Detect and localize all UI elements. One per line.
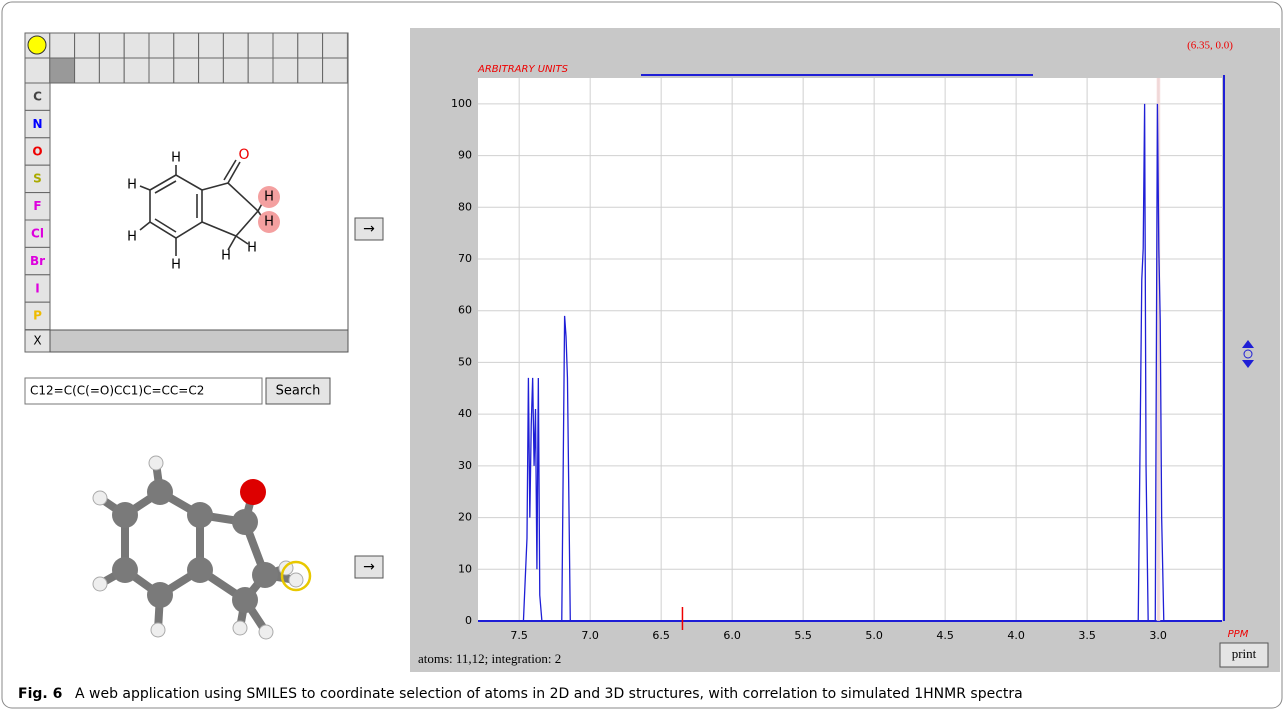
tool-button[interactable] <box>298 33 323 58</box>
atom-button-label[interactable]: O <box>32 144 42 158</box>
atom-label: H <box>264 215 274 230</box>
tool-button[interactable] <box>75 58 100 83</box>
button-label[interactable]: → <box>363 221 375 237</box>
tool-button[interactable] <box>124 58 149 83</box>
tool-button[interactable] <box>99 58 124 83</box>
oxygen-atom <box>240 479 266 505</box>
tool-button[interactable] <box>25 58 50 83</box>
tool-button[interactable] <box>323 58 348 83</box>
atom-button-label[interactable]: P <box>33 309 42 323</box>
hydrogen-atom <box>259 625 273 639</box>
x-tick-label: 5.5 <box>794 629 812 642</box>
tool-button[interactable] <box>99 33 124 58</box>
plot-area <box>478 78 1222 621</box>
carbon-atom <box>112 557 138 583</box>
tool-button[interactable] <box>273 33 298 58</box>
editor-footer <box>50 330 348 352</box>
atom-label: H <box>127 178 137 193</box>
tool-button[interactable] <box>199 58 224 83</box>
y-tick-label: 10 <box>458 562 472 575</box>
atom-button-label[interactable]: S <box>33 172 42 186</box>
carbon-atom <box>232 587 258 613</box>
screen: CNOSFClBrIPX O H H H H H H H H → → C12=C… <box>0 0 1284 714</box>
atom-label: H <box>221 249 231 264</box>
carbon-atom <box>187 502 213 528</box>
button-label[interactable]: print <box>1232 646 1257 661</box>
x-tick-label: 3.5 <box>1078 629 1096 642</box>
tool-button[interactable] <box>223 58 248 83</box>
y-tick-label: 70 <box>458 252 472 265</box>
atom-button-label[interactable]: F <box>33 199 41 213</box>
x-tick-label: 5.0 <box>865 629 883 642</box>
atom-button-label[interactable]: X <box>33 334 41 348</box>
tool-icon <box>28 36 46 54</box>
atom-button-label[interactable]: C <box>33 90 42 104</box>
tool-button[interactable] <box>149 58 174 83</box>
y-tick-label: 30 <box>458 459 472 472</box>
caption-label: Fig. 6 <box>18 686 62 702</box>
atom-button-label[interactable]: Cl <box>31 227 44 241</box>
tool-button[interactable] <box>50 33 75 58</box>
tool-button[interactable] <box>75 33 100 58</box>
hydrogen-atom <box>289 573 303 587</box>
tool-button[interactable] <box>298 58 323 83</box>
tool-button[interactable] <box>248 58 273 83</box>
y-tick-label: 20 <box>458 511 472 524</box>
y-tick-label: 0 <box>465 614 472 627</box>
carbon-atom <box>252 562 278 588</box>
tool-button[interactable] <box>124 33 149 58</box>
carbon-atom <box>147 479 173 505</box>
y-tick-label: 40 <box>458 407 472 420</box>
y-axis-label: ARBITRARY UNITS <box>477 64 569 75</box>
atom-label: H <box>171 151 181 166</box>
x-tick-label: 7.0 <box>581 629 599 642</box>
y-tick-label: 50 <box>458 355 472 368</box>
atom-button-label[interactable]: I <box>35 281 39 295</box>
atom-label: O <box>238 147 249 163</box>
hydrogen-atom <box>233 621 247 635</box>
tool-button[interactable] <box>149 33 174 58</box>
carbon-atom <box>112 502 138 528</box>
hydrogen-atom <box>149 456 163 470</box>
tool-button[interactable] <box>273 58 298 83</box>
hydrogen-atom <box>151 623 165 637</box>
y-tick-label: 100 <box>451 97 472 110</box>
button-label[interactable]: Search <box>276 384 321 399</box>
carbon-atom <box>187 557 213 583</box>
tool-button[interactable] <box>50 58 75 83</box>
atom-label: H <box>171 258 181 273</box>
hydrogen-atom <box>93 577 107 591</box>
x-tick-label: 7.5 <box>510 629 528 642</box>
atom-label: H <box>264 190 274 205</box>
y-tick-label: 60 <box>458 304 472 317</box>
x-tick-label: 4.0 <box>1007 629 1025 642</box>
tool-button[interactable] <box>174 33 199 58</box>
y-tick-label: 90 <box>458 149 472 162</box>
status: atoms: 11,12; integration: 2 <box>418 651 561 666</box>
tool-button[interactable] <box>248 33 273 58</box>
tool-button[interactable] <box>174 58 199 83</box>
x-tick-label: 4.5 <box>936 629 954 642</box>
x-tick-label: 6.0 <box>723 629 741 642</box>
button-label[interactable]: → <box>363 559 375 575</box>
carbon-atom <box>232 509 258 535</box>
hydrogen-atom <box>93 491 107 505</box>
carbon-atom <box>147 582 173 608</box>
atom-button-label[interactable]: Br <box>30 254 45 268</box>
smiles-text[interactable]: C12=C(C(=O)CC1)C=CC=C2 <box>30 384 204 398</box>
cursor-readout: (6.35, 0.0) <box>1187 40 1233 52</box>
tool-button[interactable] <box>223 33 248 58</box>
tool-button[interactable] <box>323 33 348 58</box>
x-tick-label: 3.0 <box>1149 629 1167 642</box>
y-tick-label: 80 <box>458 200 472 213</box>
atom-label: H <box>247 241 257 256</box>
x-axis-label: PPM <box>1228 629 1249 640</box>
tool-button[interactable] <box>199 33 224 58</box>
caption-text: A web application using SMILES to coordi… <box>75 686 1023 702</box>
atom-button-label[interactable]: N <box>32 117 42 131</box>
atom-label: H <box>127 230 137 245</box>
x-tick-label: 6.5 <box>652 629 670 642</box>
